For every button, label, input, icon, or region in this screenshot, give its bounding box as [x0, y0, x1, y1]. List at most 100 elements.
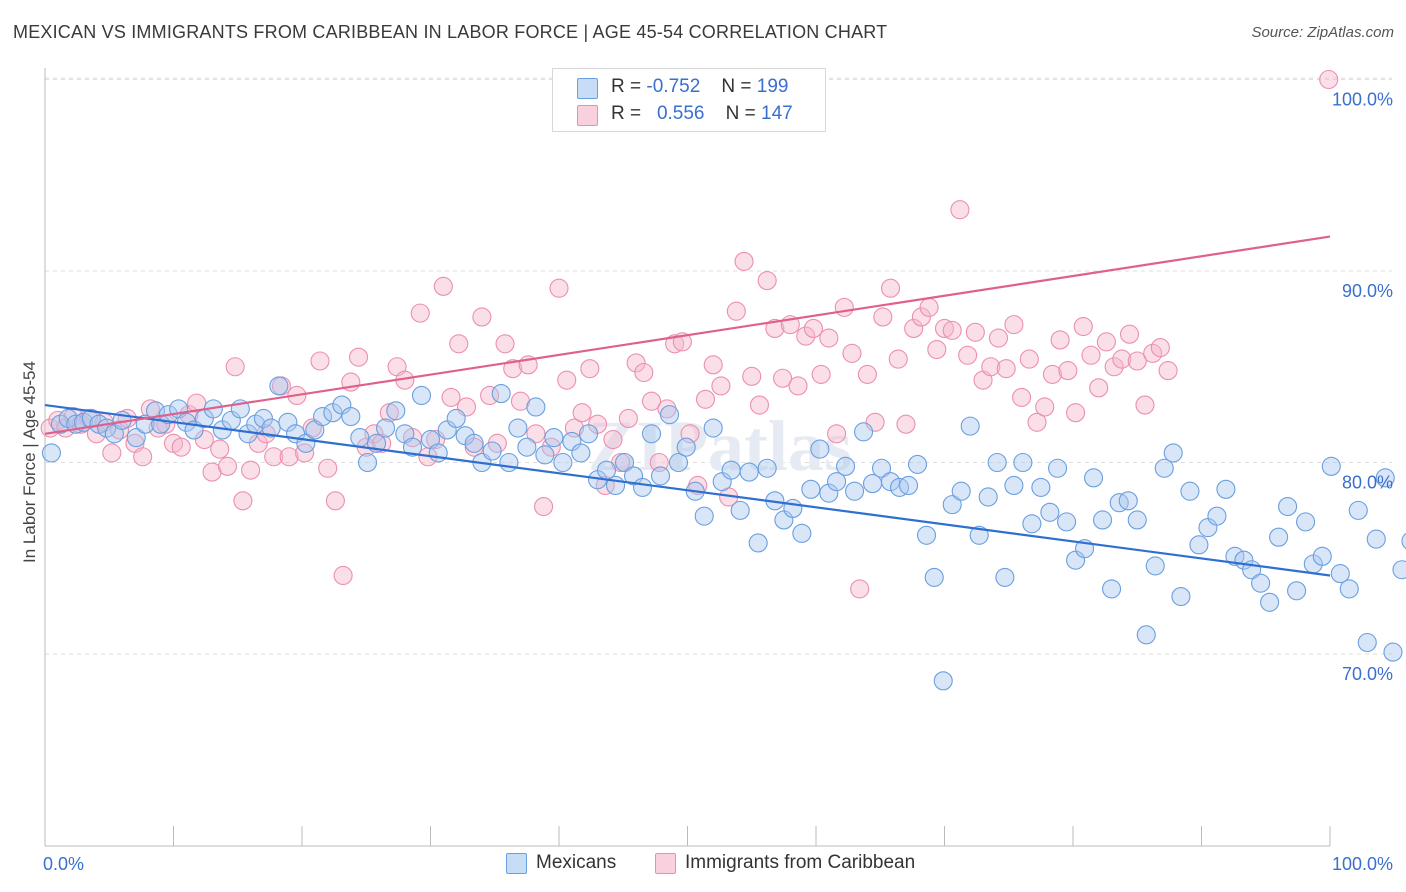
mexicans-point [491, 384, 511, 404]
caribbean-point [996, 359, 1016, 379]
mexicans-point [960, 416, 980, 436]
caribbean-point [210, 439, 230, 459]
trend-lines [44, 235, 1331, 577]
caribbean-point [850, 579, 870, 599]
mexicans-point [1004, 475, 1024, 496]
caribbean-point [757, 271, 777, 291]
caribbean-point [981, 357, 1001, 377]
caribbean-point [773, 368, 793, 388]
mexicans-point [827, 472, 847, 492]
bottom-legend-swatch-blue [506, 853, 527, 874]
caribbean-point [626, 353, 646, 373]
caribbean-point [1319, 69, 1339, 90]
mexicans-point [641, 424, 662, 444]
caribbean-point [495, 334, 515, 354]
caribbean-point [1096, 332, 1116, 352]
legend-r-value: 0.556 [656, 103, 705, 124]
mexicans-point [544, 428, 564, 448]
mexicans-point [783, 498, 803, 519]
caribbean-point [1073, 316, 1093, 337]
mexicans-point [1127, 510, 1147, 530]
caribbean-point [749, 395, 770, 415]
caribbean-point [217, 456, 238, 476]
mexicans-point [446, 408, 466, 429]
mexicans-point [1401, 532, 1406, 550]
mexicans-point [1093, 510, 1113, 530]
mexicans-point [739, 462, 759, 482]
legend-swatch-blue [577, 78, 598, 99]
chart-source: Source: ZipAtlas.com [1251, 24, 1394, 41]
mexicans-point [386, 401, 406, 421]
caribbean-point [1081, 345, 1101, 365]
y-tick-label: 80.0% [1342, 473, 1393, 493]
mexicans-point [1102, 579, 1122, 599]
legend-n-label: N = [721, 76, 752, 97]
caribbean-point [225, 357, 245, 377]
caribbean-point [950, 200, 970, 220]
mexicans-point [1312, 546, 1332, 566]
legend-n-value: 147 [761, 103, 793, 124]
mexicans-point [517, 437, 537, 457]
mexicans-point [411, 385, 432, 406]
mexicans-point [1031, 477, 1051, 497]
chart-title: MEXICAN VS IMMIGRANTS FROM CARIBBEAN IN … [13, 22, 888, 42]
caribbean-point [410, 303, 430, 323]
caribbean-point [295, 443, 315, 463]
caribbean-point [742, 366, 762, 386]
caribbean-point [318, 458, 338, 478]
caribbean-point [1012, 387, 1032, 407]
mexicans-point [1136, 625, 1156, 645]
y-axis-label: In Labor Force | Age 45-54 [20, 361, 39, 563]
mexicans-point [1251, 573, 1271, 593]
caribbean-point [734, 251, 754, 271]
mexicans-point [721, 460, 741, 480]
y-tick-label: 90.0% [1342, 281, 1393, 301]
mexicans-point [1057, 512, 1077, 532]
legend-n-label: N = [725, 103, 756, 124]
caribbean-point [988, 328, 1009, 348]
caribbean-point [333, 565, 353, 586]
mexicans-point [553, 452, 573, 473]
mexicans-point [1145, 556, 1165, 576]
mexicans-point [898, 475, 919, 496]
mexicans-point [278, 412, 298, 432]
caribbean-point [788, 376, 808, 396]
caribbean-point [842, 343, 862, 363]
mexicans-point [1383, 642, 1403, 662]
caribbean-point [472, 307, 492, 327]
mexicans-point [428, 443, 448, 463]
caribbean-point [888, 349, 908, 369]
mexicans-point [694, 506, 714, 526]
caribbean-point [958, 345, 978, 365]
mexicans-point [907, 454, 928, 474]
caribbean-point [264, 447, 284, 467]
caribbean-point [618, 408, 638, 429]
mexicans-point [126, 428, 146, 448]
mexicans-point [1366, 529, 1386, 549]
mexicans-point [1375, 468, 1395, 488]
caribbean-point [325, 491, 345, 511]
caribbean-point [803, 318, 823, 339]
mexicans-point [810, 439, 830, 459]
caribbean-point [603, 429, 623, 450]
caribbean-point [1058, 361, 1078, 381]
mexicans-point [871, 458, 892, 478]
caribbean-point [1143, 343, 1163, 363]
mexicans-point [1269, 527, 1289, 547]
mexicans-point [1040, 502, 1060, 522]
mexicans-point [1321, 456, 1341, 476]
caribbean-point [827, 424, 847, 444]
mexicans-point [1171, 586, 1191, 607]
caribbean-point [1004, 315, 1024, 335]
mexicans-point [880, 472, 901, 492]
mexicans-point [614, 452, 635, 473]
mexicans-point [508, 418, 528, 438]
caribbean-point [503, 359, 523, 379]
mexicans-point [269, 376, 289, 396]
caribbean-point [572, 403, 592, 423]
legend-r-label: R = [611, 103, 642, 124]
mexicans-point [1180, 481, 1200, 501]
caribbean-point [1042, 364, 1062, 384]
mexicans-point [757, 458, 777, 478]
mexicans-point [1348, 500, 1368, 520]
